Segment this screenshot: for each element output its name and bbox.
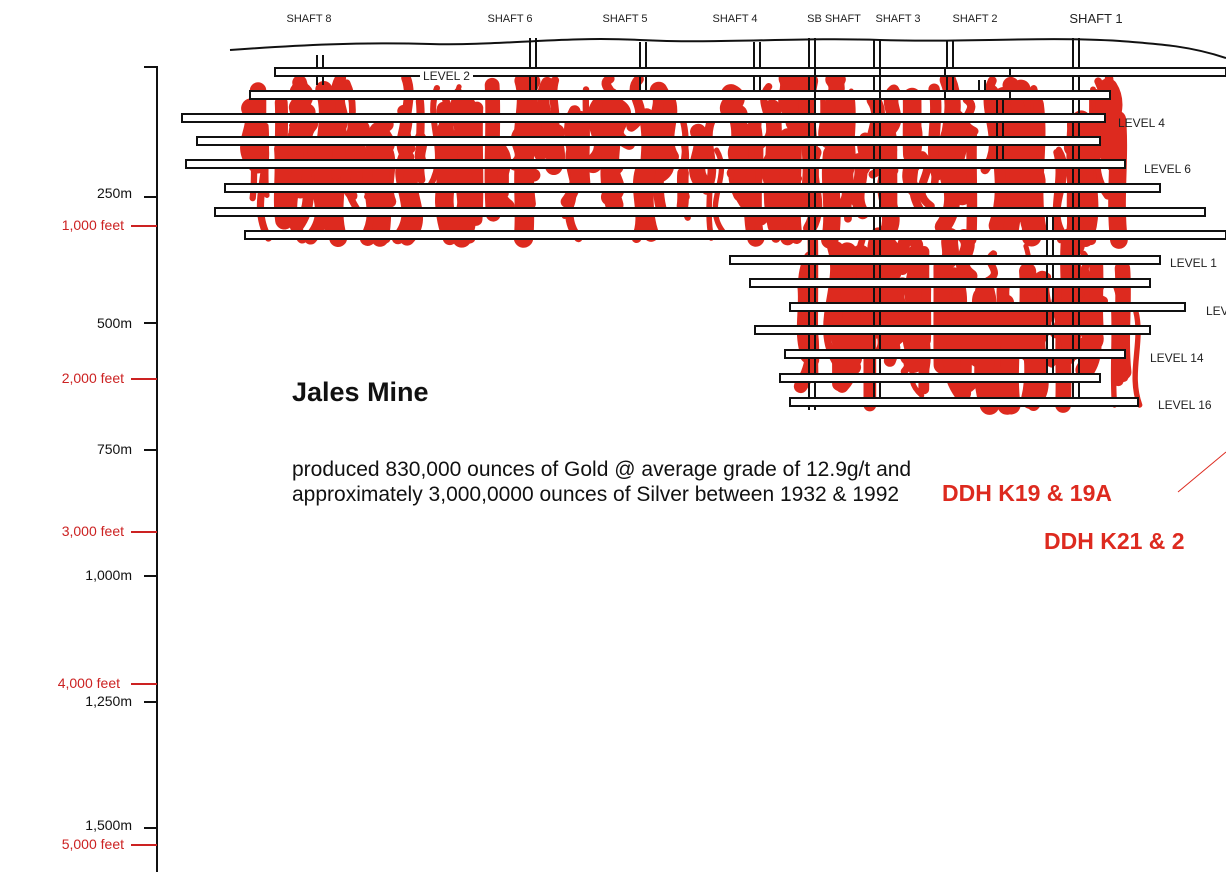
level-1-label: LEVEL 1 — [1170, 256, 1217, 270]
sb-shaft-label: SB SHAFT — [807, 13, 861, 25]
level-tunnel — [185, 159, 1126, 169]
ore-vein — [1088, 255, 1104, 335]
shaft-6-label: SHAFT 6 — [487, 13, 533, 25]
level-tunnel — [754, 325, 1151, 335]
level-tunnel — [224, 183, 1161, 193]
ore-vein — [484, 77, 501, 222]
shaft-1-label: SHAFT 1 — [1069, 11, 1123, 26]
ore-vein — [733, 136, 751, 209]
level-tunnel — [789, 302, 1186, 312]
ore-vein — [660, 91, 679, 164]
ore-vein — [706, 146, 715, 241]
drill-hole-k19-label: DDH K19 & 19A — [942, 480, 1112, 506]
ore-vein — [452, 92, 482, 167]
ore-vein — [1132, 308, 1143, 408]
level-4-label: LEVEL 4 — [1118, 116, 1165, 130]
depth-scale — [131, 66, 158, 872]
depth-1250m-label: 1,250m — [85, 693, 132, 709]
depth-1500m-label: 1,500m — [85, 817, 132, 833]
ore-vein — [638, 108, 659, 242]
shaft-3-label: SHAFT 3 — [875, 13, 921, 25]
ore-vein — [340, 118, 372, 194]
shaft-4-label: SHAFT 4 — [712, 13, 758, 25]
ore-vein — [399, 161, 424, 246]
level-tunnel — [274, 67, 1226, 77]
diagram-title: Jales Mine — [292, 377, 429, 407]
surface-profile — [229, 38, 1226, 59]
level-tunnel — [779, 373, 1101, 383]
level-tunnel — [214, 207, 1206, 217]
shaft-2-label: SHAFT 2 — [952, 13, 998, 25]
level-tunnel — [784, 349, 1126, 359]
depth-5000ft-label: 5,000 feet — [61, 836, 124, 852]
level-tunnel — [729, 255, 1161, 265]
level-6-label: LEVEL 6 — [1144, 162, 1191, 176]
depth-1000ft-label: 1,000 feet — [61, 217, 124, 233]
level-tunnel — [181, 113, 1106, 123]
level-tunnel — [196, 136, 1101, 146]
depth-4000ft-label: 4,000 feet — [57, 675, 120, 691]
depth-2000ft-label: 2,000 feet — [61, 370, 124, 386]
drill-hole-leader-1 — [1177, 451, 1226, 493]
level-lev-label: LEV — [1206, 304, 1226, 318]
ore-vein — [1085, 152, 1094, 188]
level-tunnel — [789, 397, 1139, 407]
shaft-5-label: SHAFT 5 — [602, 13, 648, 25]
level-14-label: LEVEL 14 — [1150, 351, 1204, 365]
depth-750m-label: 750m — [96, 441, 132, 457]
ore-vein — [883, 274, 901, 367]
ore-vein — [1108, 110, 1128, 249]
level-tunnel — [249, 90, 1111, 100]
level-tunnels — [181, 67, 1226, 407]
level-16-label: LEVEL 16 — [1158, 398, 1212, 412]
level-tunnel — [749, 278, 1151, 288]
ore-vein — [1096, 78, 1126, 174]
level-2-label: LEVEL 2 — [420, 69, 473, 83]
ore-vein — [834, 249, 858, 343]
production-description: produced 830,000 ounces of Gold @ averag… — [292, 458, 912, 506]
ore-vein — [754, 118, 762, 242]
shaft-8-label: SHAFT 8 — [286, 13, 332, 25]
drill-hole-k21-label: DDH K21 & 2 — [1044, 528, 1185, 554]
depth-250m-label: 250m — [96, 185, 132, 201]
depth-3000ft-label: 3,000 feet — [61, 523, 124, 539]
level-tunnel — [244, 230, 1226, 240]
ore-vein — [583, 94, 612, 174]
depth-500m-label: 500m — [96, 315, 132, 331]
depth-1000m-label: 1,000m — [85, 567, 132, 583]
